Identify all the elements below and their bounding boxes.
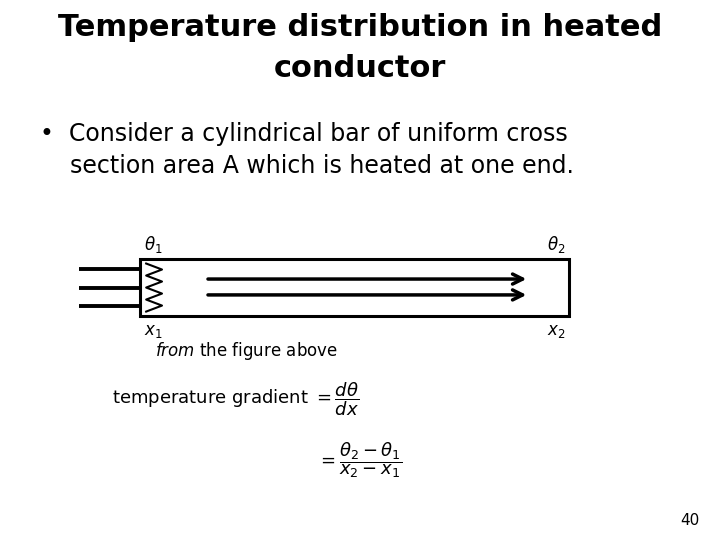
Text: $x_2$: $x_2$ <box>546 322 565 340</box>
Bar <box>140 259 569 316</box>
Text: conductor: conductor <box>274 54 446 83</box>
Text: 40: 40 <box>680 513 700 528</box>
Text: $= \dfrac{\theta_2 - \theta_1}{x_2 - x_1}$: $= \dfrac{\theta_2 - \theta_1}{x_2 - x_1… <box>317 440 402 480</box>
Text: Temperature distribution in heated: Temperature distribution in heated <box>58 14 662 43</box>
Text: $x_1$: $x_1$ <box>144 322 163 340</box>
Text: •  Consider a cylindrical bar of uniform cross: • Consider a cylindrical bar of uniform … <box>40 122 567 145</box>
Text: $\theta_1$: $\theta_1$ <box>144 234 163 255</box>
Text: section area A which is heated at one end.: section area A which is heated at one en… <box>70 154 574 178</box>
Text: temperature gradient $= \dfrac{d\theta}{dx}$: temperature gradient $= \dfrac{d\theta}{… <box>112 381 359 418</box>
Text: $\theta_2$: $\theta_2$ <box>546 234 565 255</box>
Text: $\it{from}$ the figure above: $\it{from}$ the figure above <box>155 340 338 362</box>
